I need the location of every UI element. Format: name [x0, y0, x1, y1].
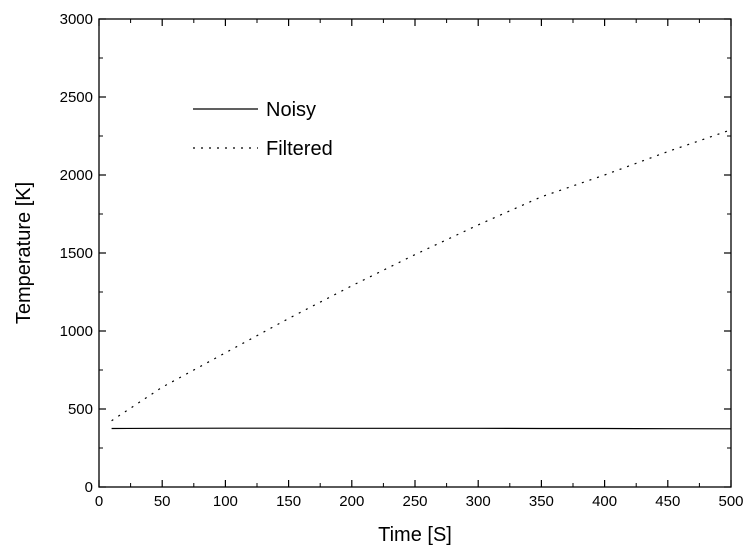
x-tick-label: 100: [213, 493, 238, 510]
x-tick-label: 200: [339, 493, 364, 510]
axis-tick-labels: 0 50 100 150 200 250 300 350 400 450 500 0 500 1000 15…: [60, 11, 744, 510]
series-layer: [111, 129, 732, 430]
series-line-noisy: [111, 427, 732, 430]
x-tick-label: 50: [154, 493, 171, 510]
x-tick-label: 150: [276, 493, 301, 510]
plot-frame: [98, 18, 732, 488]
x-tick-label: 400: [592, 493, 617, 510]
y-axis-title: Temperature [K]: [13, 182, 35, 324]
x-axis-title: Time [S]: [378, 524, 452, 546]
legend-label-noisy: Noisy: [266, 99, 316, 121]
y-tick-label: 2000: [60, 167, 93, 184]
x-tick-label: 450: [655, 493, 680, 510]
series-line-filtered: [111, 129, 732, 422]
x-tick-label: 250: [402, 493, 427, 510]
axis-ticks: [98, 18, 732, 488]
y-tick-label: 3000: [60, 11, 93, 28]
y-tick-label: 1000: [60, 323, 93, 340]
x-tick-label: 500: [718, 493, 743, 510]
legend-label-filtered: Filtered: [266, 138, 333, 160]
legend: Noisy Filtered: [193, 99, 333, 160]
y-tick-label: 0: [85, 479, 93, 496]
y-tick-label: 2500: [60, 89, 93, 106]
x-tick-label: 300: [466, 493, 491, 510]
y-tick-label: 1500: [60, 245, 93, 262]
x-tick-label: 0: [95, 493, 103, 510]
x-tick-label: 350: [529, 493, 554, 510]
y-tick-label: 500: [68, 401, 93, 418]
